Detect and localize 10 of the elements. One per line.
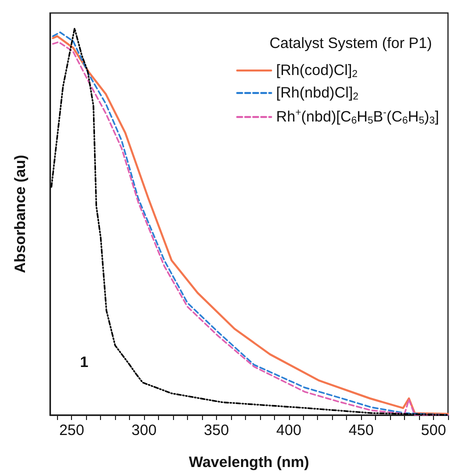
x-tick-label: 450 (348, 422, 374, 439)
x-tick-label: 300 (132, 422, 157, 439)
x-tick-label: 400 (276, 422, 302, 439)
x-axis-title: Wavelength (nm) (188, 454, 310, 471)
x-tick-label: 250 (59, 422, 84, 439)
y-axis-title: Absorbance (au) (12, 154, 29, 274)
annotation: 1 (80, 354, 88, 371)
x-tick-label: 350 (204, 422, 229, 439)
legend-title: Catalyst System (for P1) (269, 35, 432, 52)
x-tick-label: 500 (421, 422, 446, 439)
